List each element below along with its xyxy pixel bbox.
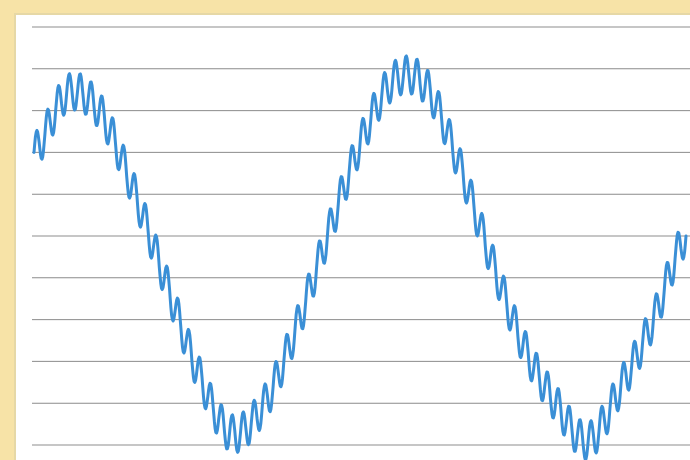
series-line (32, 54, 688, 460)
